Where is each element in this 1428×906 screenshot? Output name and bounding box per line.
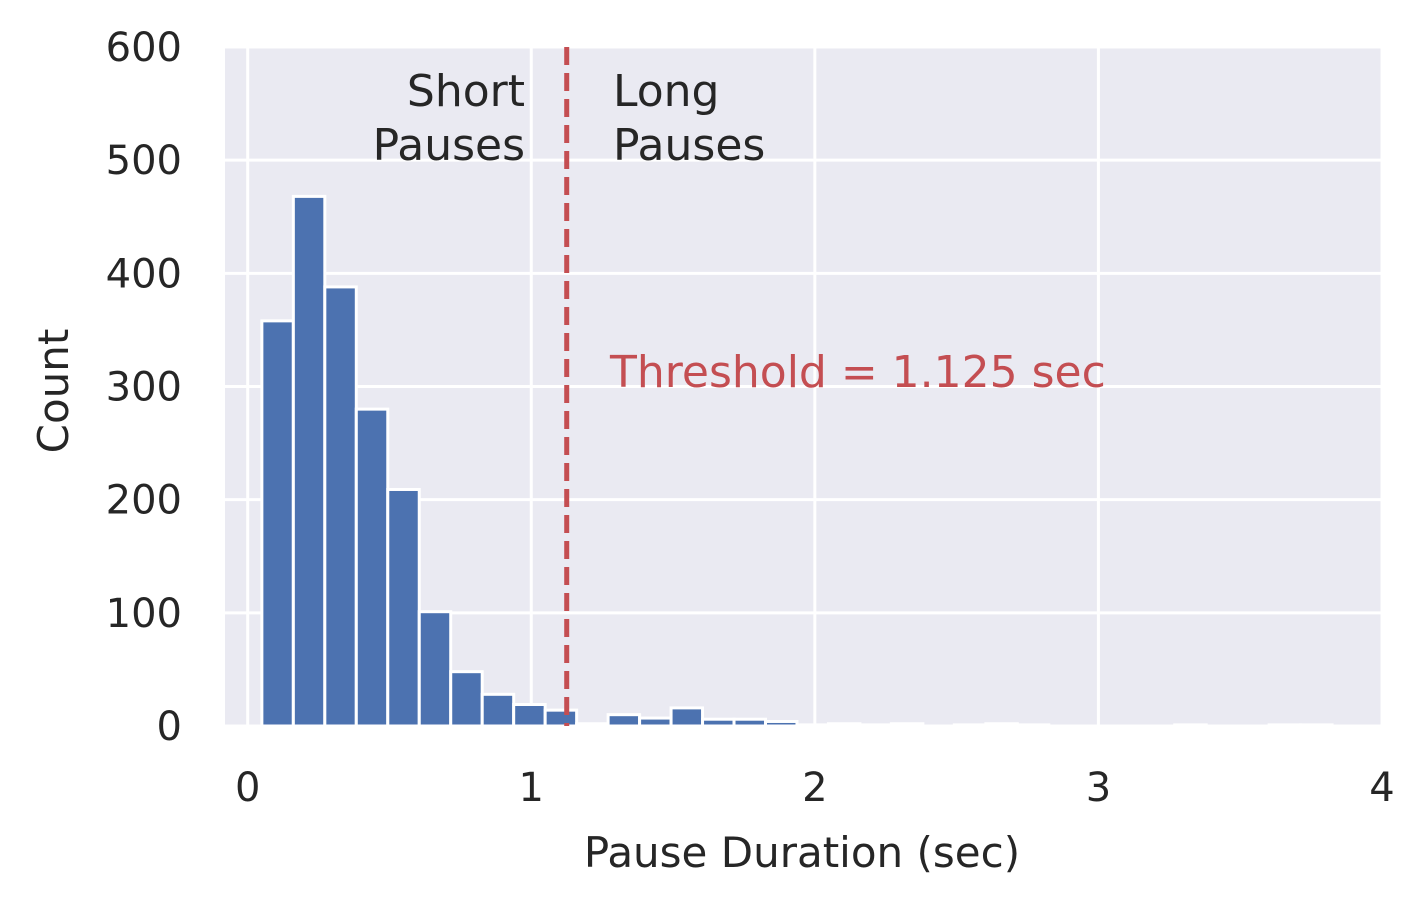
- histogram-bar: [638, 716, 673, 728]
- histogram-bar: [1173, 723, 1208, 728]
- histogram-bar: [1015, 723, 1051, 728]
- histogram-bar: [764, 719, 799, 728]
- y-tick-label: 100: [106, 591, 182, 637]
- histogram-bar: [417, 610, 453, 728]
- histogram-bar: [606, 713, 642, 728]
- histogram-bar: [889, 722, 925, 728]
- histogram-bar: [952, 723, 988, 728]
- histogram-bar: [984, 722, 1019, 728]
- histogram-bar: [701, 717, 736, 728]
- x-tick-label: 0: [235, 765, 260, 811]
- histogram-bar: [323, 285, 358, 728]
- x-tick-label: 1: [519, 765, 544, 811]
- y-tick-labels: 0 100 200 300 400 500 600: [106, 25, 182, 750]
- histogram-bar: [575, 722, 610, 728]
- x-tick-label: 2: [802, 765, 827, 811]
- histogram-bar: [449, 670, 484, 728]
- y-tick-label: 200: [106, 478, 182, 524]
- long-pauses-label-line1: Long: [613, 66, 719, 117]
- y-axis-title: Count: [29, 329, 78, 454]
- y-tick-label: 300: [106, 365, 182, 411]
- threshold-label: Threshold = 1.125 sec: [609, 347, 1106, 398]
- histogram-bar: [1267, 723, 1303, 728]
- short-pauses-label-line1: Short: [407, 66, 525, 117]
- histogram-bar: [858, 723, 893, 728]
- y-tick-label: 600: [106, 25, 182, 71]
- histogram-bar: [260, 319, 295, 728]
- histogram-bar: [512, 702, 547, 728]
- histogram-bar: [826, 722, 862, 728]
- histogram-bar: [795, 723, 830, 728]
- long-pauses-label-line2: Pauses: [613, 120, 765, 171]
- short-pauses-label-line2: Pauses: [373, 120, 525, 171]
- histogram-bar: [386, 487, 421, 728]
- x-axis-title: Pause Duration (sec): [584, 828, 1020, 877]
- y-tick-label: 0: [157, 704, 182, 750]
- y-tick-label: 400: [106, 251, 182, 297]
- x-tick-labels: 0 1 2 3 4: [235, 765, 1395, 811]
- histogram-bar: [291, 194, 327, 728]
- y-tick-label: 500: [106, 138, 182, 184]
- histogram-bar: [732, 717, 768, 728]
- histogram-bar: [543, 708, 579, 728]
- x-tick-label: 4: [1369, 765, 1394, 811]
- histogram-bar: [1299, 723, 1334, 728]
- x-tick-label: 3: [1086, 765, 1111, 811]
- histogram-bar: [480, 692, 516, 728]
- histogram-bar: [669, 706, 705, 728]
- histogram-bars: [260, 194, 1334, 728]
- histogram-bar: [354, 407, 390, 728]
